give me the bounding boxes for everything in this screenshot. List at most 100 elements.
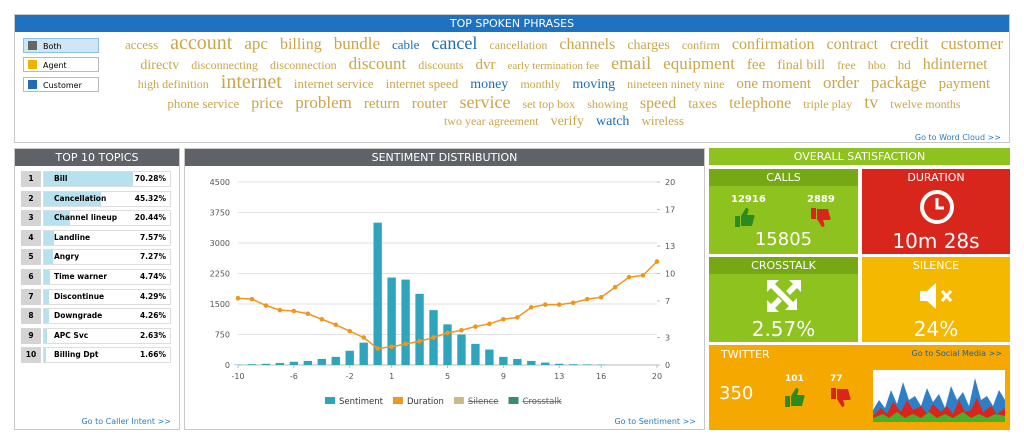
word: discounts (418, 57, 464, 72)
word: service (459, 91, 511, 112)
line-point (598, 294, 604, 300)
mute-icon (920, 283, 953, 309)
line-point (654, 259, 660, 264)
word: equipment (663, 53, 735, 73)
topic-row: 2 Cancellation 45.32% (21, 190, 171, 207)
word: monthly (520, 77, 561, 92)
topic-name: Bill (54, 174, 68, 183)
word: account (170, 32, 233, 54)
line-point (417, 338, 422, 344)
bar (401, 279, 410, 365)
line-point (612, 284, 618, 290)
topics-panel: TOP 10 TOPICS 1 Bill 70.28% 2 Cancellation 45… (14, 148, 180, 430)
bar (471, 343, 480, 365)
word: set top box (522, 96, 576, 111)
total-calls: 15805 (754, 229, 813, 250)
link[interactable]: Go to Word Cloud >> (914, 133, 1001, 142)
line-point (249, 296, 255, 302)
topic-row: 1 Bill 70.28% (21, 171, 171, 187)
word: hdinternet (922, 55, 988, 73)
word: internet speed (385, 76, 459, 92)
crosstalk-tile: CROSSTALK 2.57% (709, 257, 858, 342)
word: dvr (475, 56, 496, 73)
thumb-icons (735, 208, 831, 227)
word-cloud: access account apc billing bundle cable … (119, 32, 1009, 131)
y-tick-label: 4500 (210, 178, 230, 187)
filter-label: Both (43, 42, 62, 51)
bar (303, 360, 313, 365)
line-point (389, 344, 394, 349)
topic-rank: 8 (21, 308, 41, 325)
word: customer (940, 34, 1004, 53)
topic-bar-area: Billing Dpt 1.66% (43, 347, 171, 364)
clock-icon (920, 190, 954, 224)
word: high definition (137, 77, 209, 92)
panel-title: TOP 10 TOPICS (15, 149, 179, 166)
bar (289, 361, 299, 365)
word: confirm (681, 38, 720, 52)
word: one moment (736, 76, 811, 93)
x-tick-label: 13 (554, 372, 564, 381)
line-point (361, 335, 366, 340)
satisfaction-panel: OVERALL SATISFACTION CALLS 12916 2889 15… (709, 148, 1010, 430)
line-point (375, 346, 380, 351)
y2-tick-label: 10 (665, 270, 675, 279)
word: nineteen ninety nine (627, 77, 725, 92)
calls-tile: CALLS 12916 2889 15805 (709, 169, 858, 254)
line-point (515, 315, 520, 320)
topic-rank: 10 (21, 347, 41, 364)
duration-tile: DURATION 10m 28s (862, 169, 1010, 254)
bar (387, 277, 396, 365)
word: showing (587, 96, 628, 111)
topic-bar-area: Channel lineup 20.44% (43, 210, 171, 227)
topic-rank: 4 (21, 229, 41, 246)
topic-name: Cancellation (54, 193, 107, 203)
topic-bar (44, 270, 50, 284)
topic-name: Downgrade (54, 311, 103, 321)
bar (275, 362, 285, 365)
y-tick-label: 0 (225, 361, 230, 370)
filter-button[interactable]: Customer (23, 77, 99, 92)
filter-button[interactable]: Agent (23, 57, 99, 72)
bar (317, 358, 326, 365)
topic-bar (44, 309, 50, 324)
topic-row: 4 Landline 7.57% (21, 229, 171, 246)
legend-label: Silence (468, 397, 499, 407)
word: access (124, 37, 159, 52)
crosstalk-icon (767, 280, 801, 312)
y-tick-label: 2250 (210, 270, 230, 279)
bar (443, 324, 452, 365)
y-tick-label: 3750 (210, 209, 230, 218)
word: billing (279, 36, 322, 53)
link[interactable]: Go to Social Media >> (911, 349, 1002, 358)
positive-count: 12916 (731, 194, 766, 205)
topic-row: 7 Discontinue 4.29% (21, 288, 171, 305)
legend-label: Sentiment (339, 397, 384, 407)
link[interactable]: Go to Caller Intent >> (81, 417, 171, 426)
topic-percent: 4.29% (139, 291, 166, 301)
topic-bar (44, 230, 54, 245)
topic-name: APC Svc (54, 330, 89, 340)
bar (582, 364, 592, 365)
topic-name: Angry (54, 252, 80, 262)
word: contract (826, 36, 879, 53)
topic-rank: 9 (21, 327, 41, 344)
tile-title: CALLS (709, 169, 858, 186)
topic-bar-area: Landline 7.57% (43, 229, 171, 246)
filter-button[interactable]: Both (23, 38, 99, 53)
word: cancellation (489, 38, 548, 52)
topic-rank: 2 (21, 190, 41, 207)
legend-swatch (325, 397, 335, 404)
link[interactable]: Go to Sentiment >> (614, 417, 696, 426)
word: charges (627, 38, 670, 53)
bar (499, 356, 508, 365)
word: problem (295, 92, 352, 112)
line-point (487, 321, 492, 327)
topic-row: 3 Channel lineup 20.44% (21, 210, 171, 227)
y2-tick-label: 17 (665, 205, 675, 214)
topic-bar-area: Cancellation 45.32% (43, 190, 171, 207)
x-tick-label: -6 (290, 372, 298, 381)
word: return (363, 95, 400, 112)
word: watch (596, 114, 630, 130)
topic-row: 8 Downgrade 4.26% (21, 308, 171, 325)
